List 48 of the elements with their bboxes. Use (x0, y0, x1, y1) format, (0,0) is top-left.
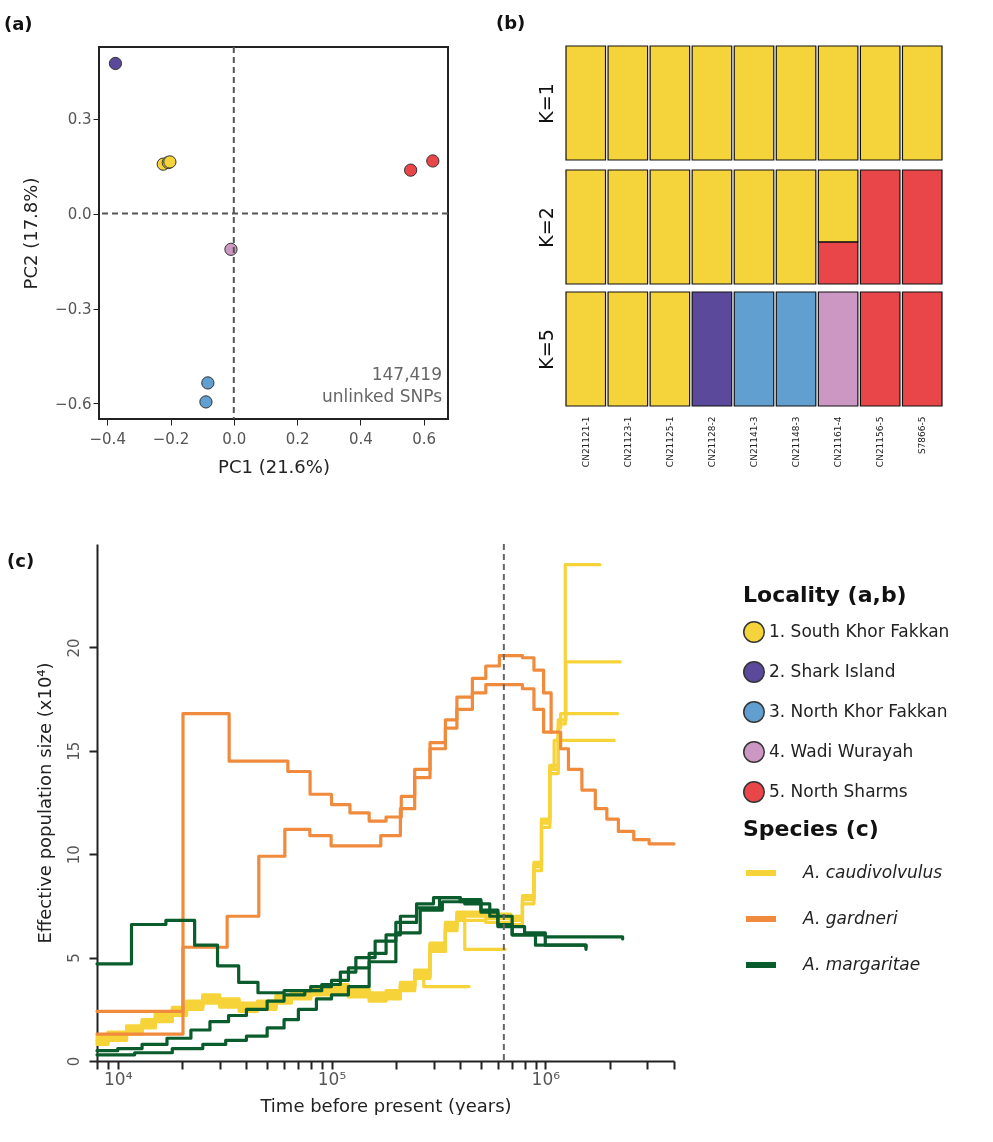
y-tick-label: 15 (64, 741, 83, 761)
y-tick-label: 0.0 (67, 205, 92, 224)
legend-label: A. margaritae (802, 954, 921, 974)
x-tick-label: 0.4 (348, 429, 373, 448)
x-tick-label: CN21121-1 (580, 416, 591, 468)
x-tick-label: 10⁴ (103, 1068, 133, 1089)
x-tick-label: 10⁵ (317, 1068, 347, 1089)
x-tick-label: CN21161-4 (833, 416, 844, 468)
legend-title: Locality (a,b) (743, 582, 907, 607)
legend-label: A. gardneri (802, 908, 898, 928)
x-tick-label: CN21148-3 (791, 416, 802, 468)
legend-label: 2. Shark Island (769, 661, 896, 681)
y-tick-label: 5 (64, 953, 83, 963)
x-tick-label: S7866-5 (917, 416, 928, 455)
legend-label: 4. Wadi Wurayah (769, 741, 914, 761)
y-tick-label: 10 (64, 845, 83, 865)
y-axis-title: PC2 (17.8%) (20, 177, 42, 290)
x-axis-title: PC1 (21.6%) (218, 455, 330, 477)
legend-label: 3. North Khor Fakkan (769, 701, 948, 721)
legend-title: Species (c) (743, 816, 879, 841)
x-axis-title: Time before present (years) (259, 1094, 512, 1116)
y-tick-label: 0.3 (67, 110, 92, 129)
x-tick-label: CN21123-1 (622, 416, 633, 468)
x-tick-label: CN21141-3 (749, 416, 759, 468)
y-axis-title: K=1 (534, 83, 557, 124)
legend-label: 5. North Sharms (769, 781, 908, 801)
y-tick-label: −0.3 (55, 300, 92, 319)
legend-label: 1. South Khor Fakkan (769, 621, 950, 641)
x-tick-label: 0.0 (222, 429, 247, 448)
chart-title: (c) (7, 550, 35, 571)
x-tick-label: 0.6 (412, 429, 437, 448)
y-axis-title: K=5 (534, 329, 557, 370)
y-tick-label: −0.6 (55, 394, 92, 413)
legend-label: A. caudivolvulus (802, 862, 943, 882)
chart-title: (b) (496, 12, 526, 34)
x-tick-label: CN21128-2 (706, 416, 717, 468)
y-tick-label: 0 (64, 1056, 83, 1067)
chart-title: (a) (4, 13, 33, 34)
y-axis-title: K=2 (534, 207, 557, 248)
x-tick-label: CN21156-5 (875, 416, 886, 468)
y-tick-label: 20 (64, 638, 83, 658)
x-tick-label: 10⁶ (531, 1068, 561, 1089)
y-axis-title: Effective population size (x10⁴) (33, 662, 55, 944)
x-tick-label: CN21125-1 (664, 416, 675, 468)
x-tick-label: −0.4 (89, 429, 126, 448)
annotation: 147,419 unlinked SNPs (322, 364, 443, 406)
x-tick-label: −0.2 (152, 429, 190, 448)
x-tick-label: 0.2 (285, 429, 310, 448)
